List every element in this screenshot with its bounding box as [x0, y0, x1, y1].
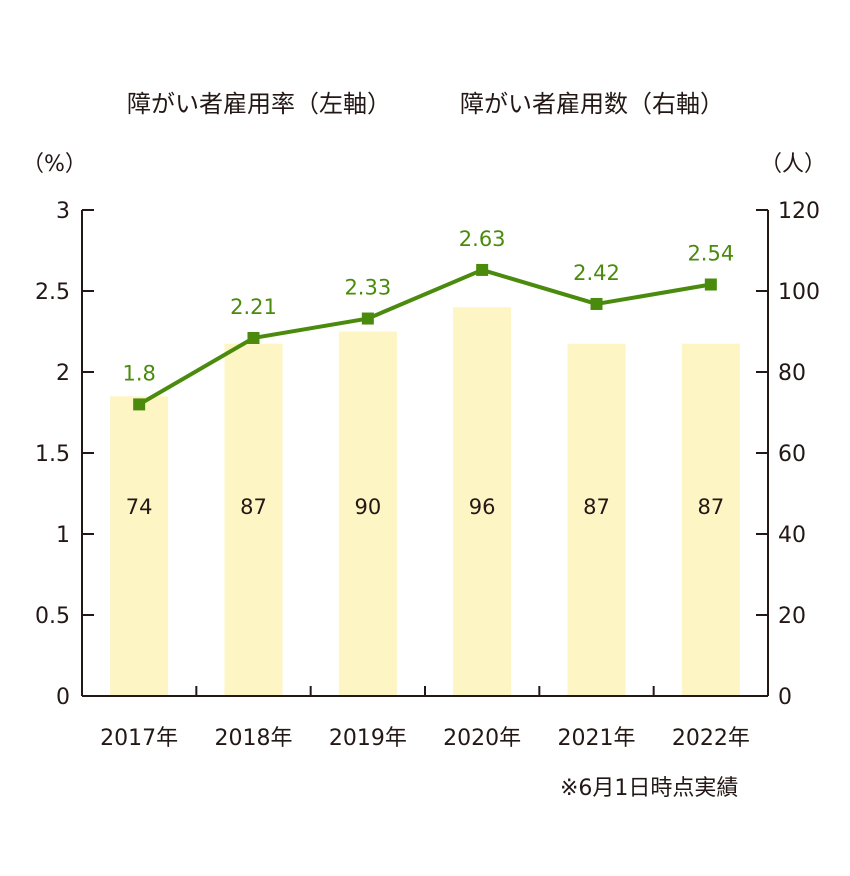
bar-value-label: 87: [697, 495, 724, 519]
x-axis-tick-label: 2018年: [215, 726, 293, 751]
left-axis-tick-label: 0: [56, 685, 70, 710]
bar: [681, 343, 740, 696]
rate-value-label: 2.63: [459, 227, 506, 251]
rate-line: [138, 267, 712, 407]
bar-value-label: 87: [240, 495, 267, 519]
left-axis-tick-label: 2: [56, 361, 70, 386]
rate-value-label: 2.42: [573, 261, 620, 285]
rate-value-label: 2.54: [687, 242, 734, 266]
rate-point: [590, 297, 603, 310]
left-axis-tick-label: 2.5: [35, 280, 70, 305]
legend-rate: 障がい者雇用率（左軸）: [127, 90, 391, 118]
left-axis-tick-label: 3: [56, 199, 70, 224]
right-axis-tick-label: 60: [778, 442, 806, 467]
footnote: ※6月1日時点実績: [560, 776, 739, 801]
rate-value-label: 2.33: [344, 276, 391, 300]
right-axis-tick-label: 40: [778, 523, 806, 548]
rate-value-label: 1.8: [122, 361, 155, 385]
bar: [224, 343, 283, 696]
bar-value-label: 87: [583, 495, 610, 519]
bar-value-label: 90: [354, 495, 381, 519]
right-axis-unit: （人）: [760, 152, 827, 177]
bar: [338, 331, 397, 696]
left-axis-tick-label: 1.5: [35, 442, 70, 467]
bar: [453, 307, 512, 696]
rate-point: [133, 398, 146, 411]
left-axis-tick-label: 1: [56, 523, 70, 548]
x-axis-tick-label: 2017年: [100, 726, 178, 751]
bar-value-label: 96: [469, 495, 496, 519]
left-axis-tick-label: 0.5: [35, 604, 70, 629]
right-axis-tick-label: 20: [778, 604, 806, 629]
rate-value-label: 2.21: [230, 295, 277, 319]
rate-point: [361, 312, 374, 325]
x-axis-tick-label: 2022年: [672, 726, 750, 751]
rate-point: [476, 263, 489, 276]
legend-count: 障がい者雇用数（右軸）: [460, 90, 724, 118]
left-axis-unit: （%）: [22, 152, 87, 177]
right-axis-tick-label: 100: [778, 280, 820, 305]
x-axis-tick-label: 2021年: [558, 726, 636, 751]
x-axis-tick-label: 2019年: [329, 726, 407, 751]
bar-value-label: 74: [126, 495, 153, 519]
bar: [567, 343, 626, 696]
bar: [110, 396, 169, 696]
right-axis-tick-label: 0: [778, 685, 792, 710]
rate-point: [247, 331, 260, 344]
right-axis-tick-label: 120: [778, 199, 820, 224]
rate-point: [704, 278, 717, 291]
right-axis-tick-label: 80: [778, 361, 806, 386]
x-axis-tick-label: 2020年: [443, 726, 521, 751]
